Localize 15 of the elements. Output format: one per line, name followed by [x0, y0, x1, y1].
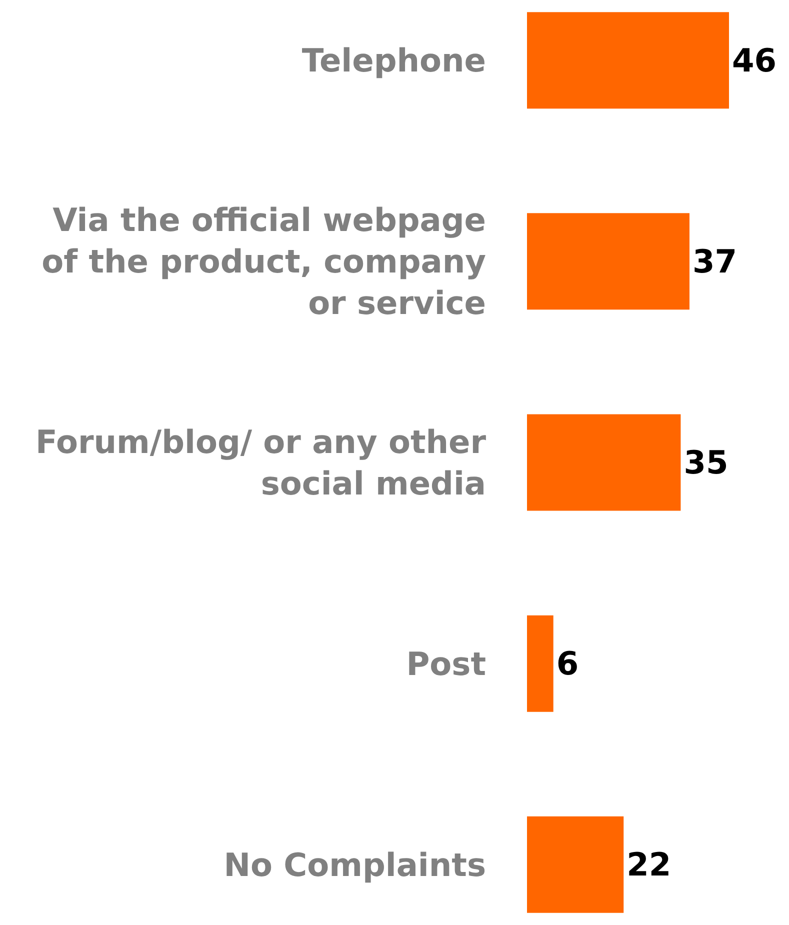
data-label: 35 [684, 444, 728, 482]
bar [527, 816, 624, 913]
y-tick-label: No Complaints [224, 846, 486, 884]
y-tick-label: Forum/blog/ or any other social media [35, 422, 486, 502]
data-label: 37 [692, 242, 738, 280]
data-label: 6 [556, 644, 579, 683]
y-tick-label: Via the official webpage of the product, company or service [42, 201, 486, 322]
y-tick-label: Telephone [302, 42, 486, 80]
data-label: 22 [626, 846, 672, 884]
bar [527, 213, 690, 310]
bar [527, 414, 681, 511]
bar [527, 12, 729, 109]
y-tick-label: Post [406, 644, 486, 683]
bar [527, 615, 554, 712]
data-label: 46 [732, 41, 777, 80]
